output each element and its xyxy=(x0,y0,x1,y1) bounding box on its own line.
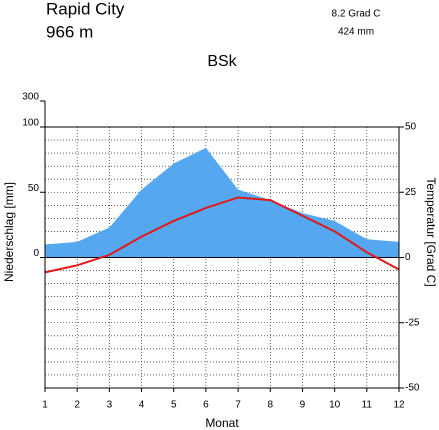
y-tick-label: 0 xyxy=(33,248,39,259)
x-tick-label: 10 xyxy=(329,400,341,411)
station: Rapid City xyxy=(46,0,125,18)
x-tick-label: 3 xyxy=(107,400,113,411)
x-tick-label: 12 xyxy=(393,400,405,411)
x-tick-label: 8 xyxy=(267,400,273,411)
y2-tick-label: 25 xyxy=(405,187,417,198)
x-tick-label: 4 xyxy=(139,400,145,411)
x-tick-label: 5 xyxy=(171,400,177,411)
y-tick-label: 50 xyxy=(28,183,40,194)
annual-precipitation: 424 mm xyxy=(338,27,374,38)
y-axis-label: Niederschlag [mm] xyxy=(2,182,16,282)
elevation: 966 m xyxy=(46,22,93,41)
y2-tick-label: -25 xyxy=(405,317,420,328)
x-tick-label: 7 xyxy=(235,400,241,411)
mean-temperature: 8.2 Grad C xyxy=(332,9,381,20)
y2-tick-label: -50 xyxy=(405,383,420,394)
y2-tick-label: 50 xyxy=(405,122,417,133)
x-tick-label: 9 xyxy=(300,400,306,411)
x-tick-label: 6 xyxy=(203,400,209,411)
temperature-line xyxy=(44,196,400,274)
x-tick-label: 11 xyxy=(362,400,373,411)
y2-tick-label: 0 xyxy=(405,252,411,263)
y-tick-label: 300 xyxy=(22,92,39,103)
x-tick-label: 1 xyxy=(42,400,48,411)
x-tick-label: 2 xyxy=(74,400,80,411)
x-axis-label: Monat xyxy=(205,416,239,430)
climate-class: BSk xyxy=(207,53,237,70)
y2-axis-label: Temperatur [Grad C] xyxy=(424,177,438,286)
y-tick-label: 100 xyxy=(22,118,39,129)
